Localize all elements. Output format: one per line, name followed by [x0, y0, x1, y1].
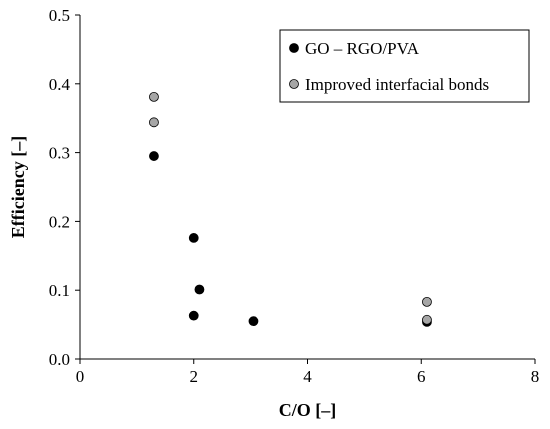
legend-label-go-rgo-pva: GO – RGO/PVA — [305, 39, 420, 58]
legend-box — [279, 29, 530, 103]
x-tick-label: 6 — [417, 367, 426, 386]
legend-label-improved-interfacial-bonds: Improved interfacial bonds — [305, 75, 489, 94]
data-point-improved-interfacial-bonds — [422, 314, 432, 325]
y-axis-label: Efficiency [–] — [8, 136, 28, 238]
data-point-go-rgo-pva — [149, 151, 159, 161]
tick-labels: 0 2 4 6 8 0.0 0.1 0.2 0.3 0.4 0.5 — [49, 6, 540, 386]
y-tick-label: 0.2 — [49, 212, 70, 231]
legend-marker-go-rgo-pva — [289, 43, 299, 53]
x-tick-label: 8 — [531, 367, 540, 386]
y-tick-label: 0.1 — [49, 281, 70, 300]
x-axis-label: C/O [–] — [279, 400, 337, 420]
y-tick-label: 0.3 — [49, 144, 70, 163]
data-point-go-rgo-pva — [248, 316, 259, 327]
y-tick-label: 0.5 — [49, 6, 70, 25]
data-point-improved-interfacial-bonds — [149, 117, 159, 128]
x-tick-label: 4 — [303, 367, 312, 386]
y-tick-label: 0.0 — [49, 350, 70, 369]
data-point-improved-interfacial-bonds — [149, 91, 159, 102]
data-point-improved-interfacial-bonds — [422, 296, 432, 307]
legend: GO – RGO/PVA Improved interfacial bonds — [279, 29, 530, 103]
x-tick-label: 2 — [190, 367, 199, 386]
data-point-go-rgo-pva — [194, 284, 205, 295]
data-point-go-rgo-pva — [188, 310, 199, 321]
y-tick-label: 0.4 — [49, 75, 71, 94]
data-points — [149, 91, 432, 327]
x-tick-label: 0 — [76, 367, 85, 386]
data-point-go-rgo-pva — [188, 233, 199, 243]
legend-marker-improved-interfacial-bonds — [289, 79, 299, 89]
axes — [75, 14, 536, 364]
